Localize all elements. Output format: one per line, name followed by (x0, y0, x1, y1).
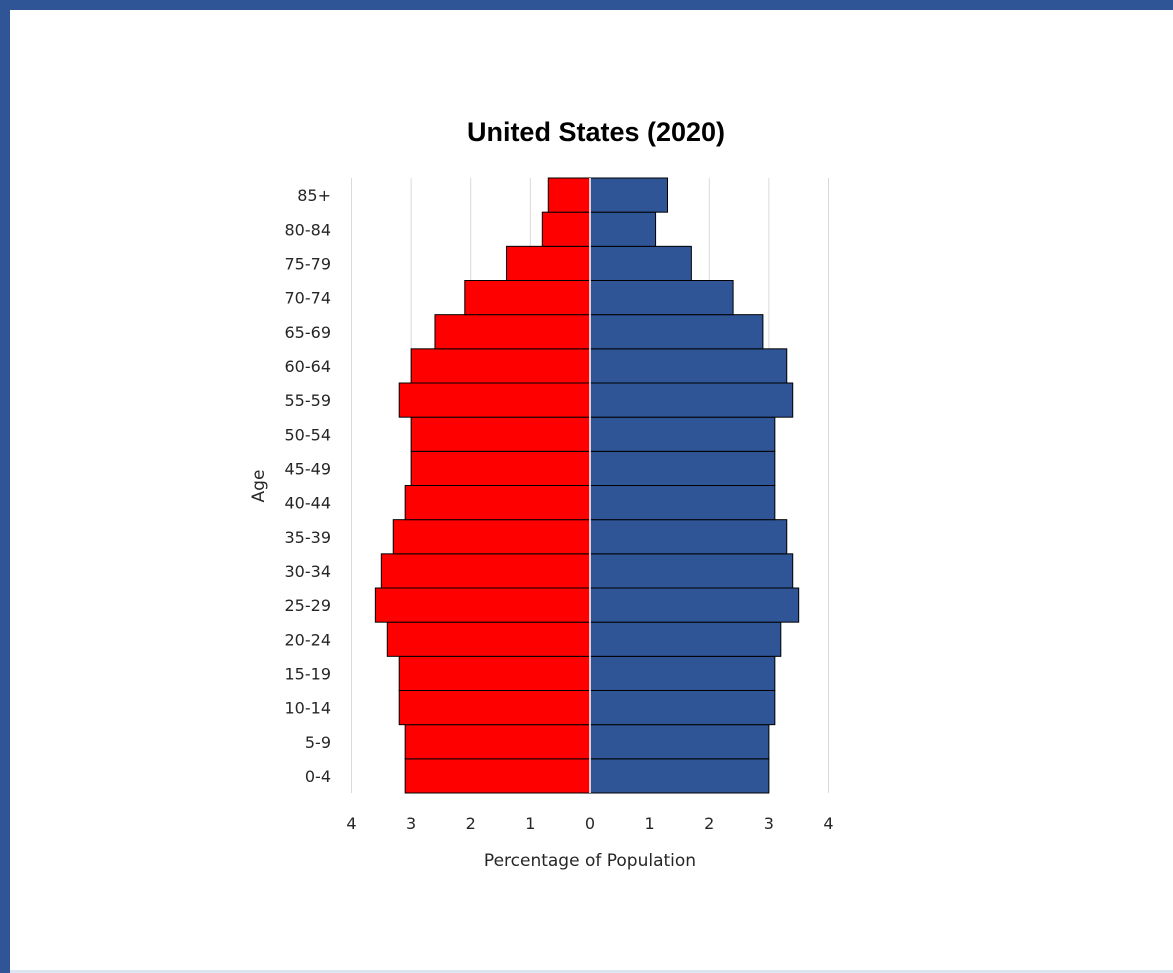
percentage-tick-label: 2 (704, 814, 714, 833)
age-tick-label: 65-69 (285, 323, 332, 342)
right-bar-85+ (589, 177, 669, 213)
percentage-tick-label: 2 (466, 814, 476, 833)
frame-bottom-edge (10, 970, 1173, 973)
left-bar-60-64 (410, 348, 591, 384)
right-bar-55-59 (589, 382, 794, 418)
right-bar-70-74 (589, 280, 734, 316)
age-tick-label: 55-59 (285, 391, 332, 410)
bars (374, 177, 800, 794)
percentage-tick-label: 3 (764, 814, 774, 833)
age-tick-label: 70-74 (285, 289, 332, 308)
age-tick-labels: 0-4 5-9 10-14 15-19 20-24 25-29 30-34 35-39 40-4… (285, 186, 332, 786)
age-tick-label: 30-34 (285, 562, 332, 581)
age-tick-label: 60-64 (285, 357, 332, 376)
left-bar-10-14 (398, 690, 591, 726)
age-tick-label: 50-54 (285, 425, 332, 444)
age-tick-label: 5-9 (305, 733, 331, 752)
x-axis-title: Percentage of Population (484, 851, 696, 871)
age-tick-label: 0-4 (305, 767, 331, 786)
left-bar-80-84 (541, 211, 591, 247)
right-bar-75-79 (589, 245, 692, 281)
right-bar-45-49 (589, 450, 776, 487)
right-bar-0-4 (589, 758, 770, 794)
right-bar-60-64 (589, 348, 788, 384)
left-bar-25-29 (374, 587, 591, 623)
age-tick-label: 85+ (297, 186, 331, 205)
age-tick-label: 80-84 (285, 220, 332, 239)
age-tick-label: 45-49 (285, 459, 332, 478)
age-tick-label: 10-14 (285, 699, 332, 718)
percentage-tick-label: 3 (406, 814, 416, 833)
left-bar-50-54 (410, 416, 591, 452)
age-tick-label: 35-39 (285, 528, 332, 547)
age-tick-label: 20-24 (285, 630, 332, 649)
right-bar-30-34 (589, 553, 794, 589)
age-tick-label: 40-44 (285, 494, 332, 513)
percentage-tick-labels: 4 3 2 1 0 1 2 3 4 (346, 814, 833, 833)
y-axis-title: Age (249, 470, 269, 503)
right-bar-50-54 (589, 416, 776, 452)
right-bar-80-84 (589, 211, 657, 247)
left-bar-45-49 (410, 450, 591, 487)
right-bar-20-24 (589, 621, 782, 657)
left-bar-75-79 (506, 245, 591, 281)
left-bar-15-19 (398, 655, 591, 691)
right-bar-15-19 (589, 655, 776, 691)
left-bar-30-34 (380, 553, 591, 589)
age-tick-label: 15-19 (285, 664, 332, 683)
left-bar-85+ (547, 177, 591, 213)
left-bar-70-74 (464, 280, 591, 316)
chart-title: United States (2020) (467, 117, 725, 147)
left-bar-20-24 (386, 621, 591, 657)
percentage-tick-label: 4 (823, 814, 833, 833)
left-bar-0-4 (404, 758, 591, 794)
left-bar-5-9 (404, 724, 591, 760)
right-bar-25-29 (589, 587, 800, 623)
percentage-tick-label: 1 (645, 814, 655, 833)
left-bar-40-44 (404, 485, 591, 521)
right-bar-5-9 (589, 724, 770, 760)
right-bar-10-14 (589, 690, 776, 726)
right-bar-65-69 (589, 314, 764, 350)
right-bar-35-39 (589, 519, 788, 555)
percentage-tick-label: 0 (585, 814, 595, 833)
age-tick-label: 75-79 (285, 254, 332, 273)
left-bar-65-69 (434, 314, 591, 350)
left-bar-55-59 (398, 382, 591, 418)
left-bar-35-39 (392, 519, 591, 555)
age-tick-label: 25-29 (285, 596, 332, 615)
percentage-tick-label: 4 (346, 814, 356, 833)
right-bar-40-44 (589, 485, 776, 521)
percentage-tick-label: 1 (525, 814, 535, 833)
